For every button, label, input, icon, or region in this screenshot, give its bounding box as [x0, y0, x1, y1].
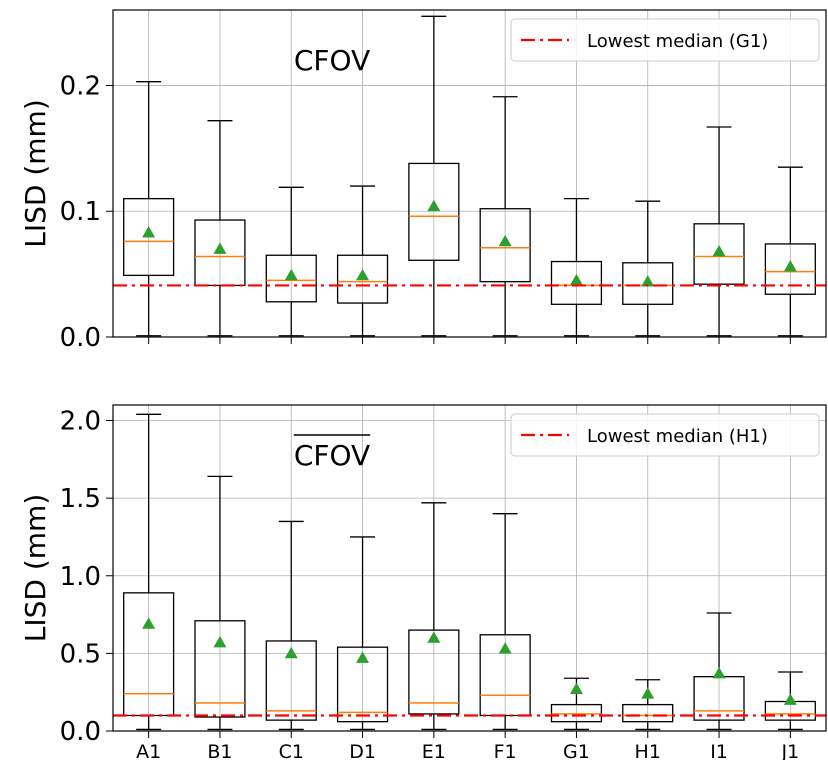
mean-marker-g1: [569, 273, 583, 286]
mean-marker-j1: [783, 260, 797, 272]
mean-marker-a1: [142, 226, 156, 238]
axes-frame: [112, 9, 827, 338]
panel-title: CFOV: [294, 439, 370, 472]
x-tick-label-j1: J1: [780, 741, 799, 760]
box-a1: [123, 198, 175, 277]
bottom-panel-cfov-bar: 0.0 0.5 1.0 1.5 2.0 A1 B1 C1 D1 E1 F1 G1 H1 I1 J1 LISD …: [19, 404, 827, 763]
panel-title: CFOV: [294, 44, 370, 77]
legend-label: Lowest median (H1): [587, 426, 768, 447]
y-tick-label: 0.0: [60, 717, 101, 747]
box-c1: [265, 640, 317, 721]
box-d1: [336, 646, 389, 723]
mean-marker-h1: [641, 275, 655, 287]
mean-marker-c1: [284, 268, 298, 281]
x-tick-label-g1: G1: [563, 741, 590, 760]
mean-marker-d1: [356, 651, 370, 663]
box-i1: [693, 223, 745, 285]
box-b1: [194, 219, 246, 287]
box-e1: [408, 162, 460, 261]
box-d1: [336, 254, 389, 304]
mean-marker-i1: [712, 244, 726, 257]
mean-marker-h1: [641, 687, 655, 699]
box-b1: [194, 620, 246, 718]
legend-box: [510, 413, 820, 457]
box-f1: [479, 634, 531, 717]
mean-marker-a1: [142, 617, 156, 629]
mean-marker-e1: [427, 199, 441, 212]
mean-marker-c1: [284, 646, 298, 659]
y-axis-label: LISD (mm): [19, 99, 52, 248]
mean-marker-f1: [498, 234, 512, 247]
x-tick-label-e1: E1: [422, 741, 446, 760]
box-e1: [408, 629, 460, 715]
x-tick-label-f1: F1: [494, 741, 517, 760]
box-h1: [622, 262, 674, 305]
y-tick-label: 0.1: [60, 197, 101, 227]
box-g1: [550, 260, 603, 305]
mean-marker-b1: [213, 636, 227, 648]
x-tick-label-d1: D1: [349, 741, 376, 760]
legend-label: Lowest median (G1): [587, 31, 768, 52]
x-tick-label-i1: I1: [710, 741, 728, 760]
mean-marker-i1: [712, 667, 726, 679]
y-tick-label: 1.0: [60, 562, 101, 592]
box-h1: [622, 703, 674, 723]
y-tick-label: 0.5: [60, 639, 101, 669]
y-axis-label: LISD (mm): [19, 494, 52, 643]
box-c1: [265, 254, 317, 303]
x-tick-label-h1: H1: [635, 741, 661, 760]
mean-marker-b1: [213, 242, 227, 254]
y-tick-label: 0.0: [60, 323, 101, 353]
box-f1: [479, 208, 531, 283]
mean-marker-e1: [427, 631, 441, 643]
legend-box: [510, 18, 820, 62]
box-g1: [550, 703, 603, 723]
top-panel-cfov: 0.0 0.1 0.2 LISD (mm) CFOV Lowest median (G1): [19, 9, 827, 353]
x-tick-label-b1: B1: [207, 741, 232, 760]
y-tick-label: 1.5: [60, 484, 101, 514]
mean-marker-j1: [783, 693, 797, 705]
mean-marker-g1: [569, 682, 583, 694]
mean-marker-d1: [356, 268, 370, 281]
mean-marker-f1: [498, 642, 512, 654]
y-tick-label: 2.0: [60, 407, 101, 437]
box-j1: [764, 243, 816, 295]
x-tick-label-a1: A1: [136, 741, 161, 760]
x-tick-label-c1: C1: [279, 741, 304, 760]
y-tick-label: 0.2: [60, 71, 101, 101]
axes-frame: [112, 404, 827, 732]
